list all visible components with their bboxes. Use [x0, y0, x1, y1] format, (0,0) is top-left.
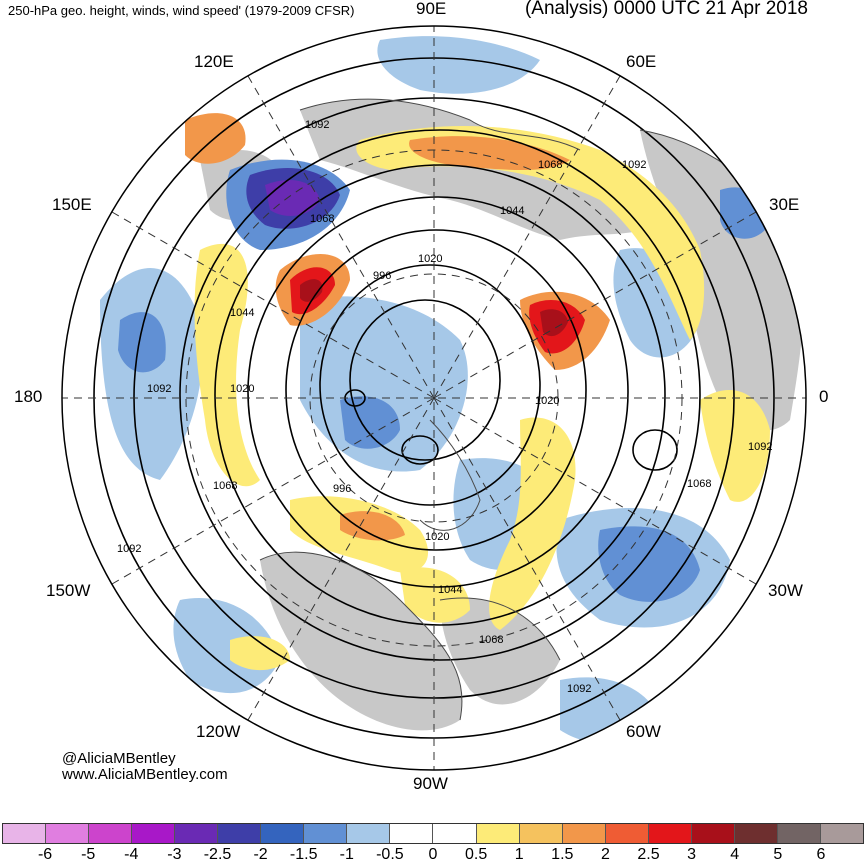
- contour-label: 1044: [438, 584, 462, 596]
- contour-label: 1068: [310, 213, 334, 225]
- graticule: [62, 26, 806, 770]
- map-title: 250-hPa geo. height, winds, wind speed' …: [8, 3, 355, 18]
- colorbar-cell: [648, 824, 692, 843]
- polar-stereographic-map: 1092 1068 1044 1020 996 1092 1068 1044 1…: [61, 25, 807, 771]
- colorbar-tick-label: 6: [816, 846, 826, 863]
- colorbar-tick-label: 5: [773, 846, 783, 863]
- colorbar-tick-label: 3: [687, 846, 697, 863]
- lon-label-30w: 30W: [768, 581, 803, 600]
- colorbar-cell: [3, 824, 47, 843]
- colorbar-tick-label: -0.5: [376, 846, 404, 863]
- lon-label-90e: 90E: [416, 0, 447, 18]
- contour-label: 1020: [230, 383, 254, 395]
- contour-label: 1020: [418, 253, 442, 265]
- contour-label: 1092: [147, 383, 171, 395]
- lon-label-120w: 120W: [196, 722, 241, 741]
- lon-label-150e: 150E: [52, 195, 92, 214]
- colorbar-cell: [390, 824, 434, 843]
- colorbar-tick-label: 2: [600, 846, 610, 863]
- valid-time-label: (Analysis) 0000 UTC 21 Apr 2018: [524, 0, 808, 19]
- colorbar-cell: [476, 824, 520, 843]
- colorbar-tick-label: -2.5: [203, 846, 232, 863]
- negative-anomaly-max: [265, 180, 320, 216]
- colorbar-cell: [691, 824, 735, 843]
- map-field: 1092 1068 1044 1020 996 1092 1068 1044 1…: [62, 26, 806, 770]
- contour-label: 1020: [535, 395, 559, 407]
- lon-label-60e: 60E: [626, 52, 657, 71]
- colorbar-cell: [132, 824, 176, 843]
- colorbar-cell: [734, 824, 778, 843]
- lon-label-60w: 60W: [626, 722, 661, 741]
- colorbar-tick-label: -1: [339, 846, 354, 863]
- colorbar-cell: [777, 824, 821, 843]
- contour-label: 1068: [213, 480, 237, 492]
- colorbar-cell: [562, 824, 606, 843]
- contour-label: 1092: [622, 159, 646, 171]
- contour-label: 1068: [479, 634, 503, 646]
- lon-label-0: 0: [819, 387, 829, 406]
- lon-label-150w: 150W: [46, 581, 91, 600]
- map-boundary: [61, 25, 807, 771]
- lon-label-90w: 90W: [413, 774, 448, 793]
- colorbar-cell: [347, 824, 391, 843]
- colorbar-cell: [304, 824, 348, 843]
- colorbar-tick-label: -6: [37, 846, 53, 863]
- colorbar-tick-label: -1.5: [289, 846, 318, 863]
- credit-website: www.AliciaMBentley.com: [62, 766, 228, 783]
- colorbar-cell: [218, 824, 262, 843]
- colorbar-cell: [605, 824, 649, 843]
- colorbar-tick-label: 1: [514, 846, 524, 863]
- credit-handle: @AliciaMBentley: [62, 750, 176, 767]
- colorbar-cell: [433, 824, 477, 843]
- colorbar-cell: [175, 824, 219, 843]
- lon-label-120e: 120E: [194, 52, 234, 71]
- colorbar-tick-label: 0.5: [464, 846, 488, 863]
- colorbar-cell: [261, 824, 305, 843]
- contour-label: 1092: [567, 683, 591, 695]
- contour-label: 1020: [425, 531, 449, 543]
- colorbar-tick-label: 1.5: [551, 846, 574, 863]
- colorbar-tick-label: 0: [428, 846, 438, 863]
- lon-label-30e: 30E: [769, 195, 800, 214]
- contour-label: 1092: [117, 543, 141, 555]
- positive-anomaly-max: [300, 279, 568, 337]
- contour-label: 1068: [687, 478, 711, 490]
- colorbar-cell: [820, 824, 863, 843]
- contour-label: 996: [373, 270, 391, 282]
- colorbar-tick-label: 2.5: [637, 846, 660, 863]
- colorbar: [2, 823, 864, 844]
- contour-label: 1044: [500, 205, 524, 217]
- colorbar-tick-label: 4: [730, 846, 740, 863]
- contour-label: 1068: [538, 159, 562, 171]
- colorbar-tick-label: -5: [81, 846, 96, 863]
- colorbar-tick-label: -2: [253, 846, 268, 863]
- contour-labels: 1092 1068 1044 1020 996 1092 1068 1044 1…: [117, 119, 772, 695]
- contour-label: 1092: [748, 441, 772, 453]
- colorbar-cell: [519, 824, 563, 843]
- contour-label: 1092: [305, 119, 329, 131]
- colorbar-tick-label: -4: [124, 846, 139, 863]
- contour-label: 996: [333, 483, 351, 495]
- colorbar-cell: [89, 824, 133, 843]
- lon-label-180: 180: [14, 387, 43, 406]
- colorbar-cell: [46, 824, 90, 843]
- contour-label: 1044: [230, 307, 254, 319]
- colorbar-tick-label: -3: [167, 846, 182, 863]
